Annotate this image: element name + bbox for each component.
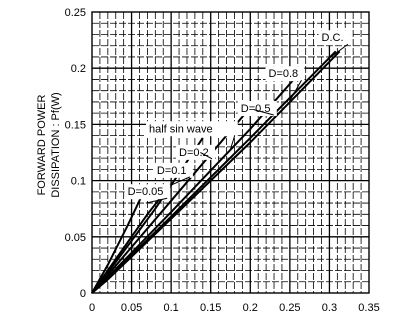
annotation-bg bbox=[176, 144, 216, 160]
annotation-leader bbox=[289, 79, 302, 102]
x-tick-label: 0 bbox=[89, 302, 95, 314]
y-tick-label: 0.05 bbox=[65, 232, 86, 244]
y-axis-label-line-2: DISSIPATION : Pf(W) bbox=[50, 92, 62, 197]
annotation-label: D=0.1 bbox=[157, 165, 187, 177]
annotation-leader bbox=[170, 176, 191, 186]
y-tick-label: 0.1 bbox=[71, 176, 86, 188]
annotation-label: half sin wave bbox=[149, 123, 213, 135]
y-tick-label: 0.25 bbox=[65, 7, 86, 19]
annotation-label: D.C. bbox=[322, 32, 344, 44]
x-tick-label: 0.25 bbox=[279, 302, 300, 314]
x-tick-labels: 0 0.05 0.1 0.15 0.2 0.25 0.3 0.35 bbox=[89, 302, 380, 314]
y-tick-label: 0.2 bbox=[71, 63, 86, 75]
annotation-label: D=0.5 bbox=[241, 103, 271, 115]
annotation-bg bbox=[265, 66, 305, 82]
annotation-d-0-2: D=0.2 bbox=[176, 144, 216, 160]
annotation-bg bbox=[124, 184, 171, 200]
annotation-bg bbox=[153, 162, 193, 178]
annotation-d-0-5: D=0.5 bbox=[237, 101, 277, 117]
x-tick-label: 0.35 bbox=[358, 302, 379, 314]
annotation-half-sin-wave: half sin wave bbox=[145, 121, 238, 150]
annotation-bg bbox=[237, 101, 277, 117]
annotation-bg bbox=[145, 121, 238, 137]
series-line-d-0-05 bbox=[91, 183, 149, 294]
annotation-d-0-8: D=0.8 bbox=[265, 66, 305, 102]
y-tick-label: 0 bbox=[80, 288, 86, 300]
x-tick-label: 0.15 bbox=[200, 302, 221, 314]
y-tick-label: 0.15 bbox=[65, 119, 86, 131]
y-tick-labels: 0 0.05 0.1 0.15 0.2 0.25 bbox=[65, 7, 86, 300]
annotation-d-0-05: D=0.05 bbox=[124, 184, 171, 204]
annotation-leader bbox=[200, 152, 213, 160]
annotation-leader bbox=[230, 135, 236, 150]
annotation-layer: D.C. D=0.8 D=0.5 half sin wave D=0.2 D=0.1 D=0… bbox=[124, 30, 351, 204]
annotation-label: D=0.2 bbox=[179, 147, 209, 159]
x-tick-label: 0.05 bbox=[121, 302, 142, 314]
annotation-d-c: D.C. bbox=[318, 30, 351, 59]
annotation-leader bbox=[329, 43, 349, 59]
plot-frame bbox=[91, 11, 370, 294]
annotation-d-0-1: D=0.1 bbox=[153, 162, 193, 186]
annotation-bg bbox=[318, 30, 351, 46]
annotation-leader bbox=[145, 197, 168, 204]
series-layer bbox=[91, 50, 341, 294]
annotation-leader bbox=[254, 109, 274, 116]
x-tick-label: 0.1 bbox=[163, 302, 178, 314]
annotation-label: D=0.05 bbox=[128, 186, 164, 198]
annotation-label: D=0.8 bbox=[268, 68, 298, 80]
x-tick-label: 0.3 bbox=[322, 302, 337, 314]
x-tick-label: 0.2 bbox=[243, 302, 258, 314]
y-axis-label-line-1: FORWARD POWER bbox=[36, 95, 48, 196]
